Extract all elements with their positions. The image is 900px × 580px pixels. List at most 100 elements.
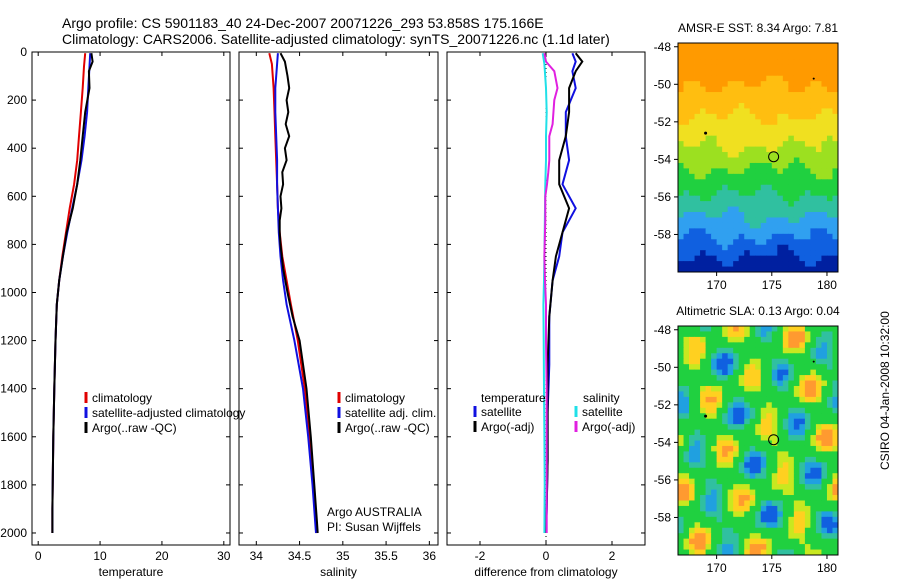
- heatmap-cell: [755, 250, 762, 257]
- heatmap-cell: [799, 516, 806, 523]
- heatmap-cell: [755, 364, 762, 371]
- heatmap-cell: [744, 380, 751, 387]
- heatmap-cell: [832, 86, 839, 93]
- heatmap-cell: [744, 152, 751, 158]
- heatmap-cell: [716, 228, 723, 235]
- heatmap-cell: [678, 217, 684, 224]
- heatmap-cell: [733, 86, 740, 93]
- heatmap-cell: [689, 43, 695, 49]
- heatmap-cell: [705, 467, 712, 474]
- heatmap-cell: [760, 445, 767, 452]
- heatmap-cell: [727, 364, 734, 371]
- heatmap-cell: [733, 261, 740, 267]
- heatmap-cell: [793, 435, 800, 441]
- heatmap-cell: [683, 544, 690, 550]
- heatmap-cell: [832, 331, 839, 338]
- heatmap-cell: [793, 500, 800, 507]
- heatmap-cell: [683, 407, 690, 414]
- heatmap-cell: [744, 212, 751, 218]
- heatmap-cell: [738, 516, 745, 523]
- heatmap-cell: [733, 179, 740, 186]
- heatmap-cell: [810, 347, 817, 354]
- heatmap-cell: [799, 135, 806, 142]
- heatmap-cell: [821, 326, 828, 332]
- heatmap-cell: [777, 347, 784, 354]
- heatmap-cell: [722, 522, 729, 529]
- heatmap-cell: [749, 424, 756, 430]
- heatmap-cell: [821, 522, 828, 529]
- heatmap-cell: [738, 500, 745, 507]
- heatmap-cell: [777, 70, 784, 77]
- heatmap-cell: [810, 544, 817, 550]
- heatmap-cell: [826, 347, 833, 354]
- heatmap-cell: [749, 331, 756, 338]
- heatmap-cell: [821, 527, 828, 534]
- heatmap-cell: [711, 157, 718, 164]
- heatmap-cell: [755, 445, 762, 452]
- heatmap-cell: [771, 222, 778, 229]
- heatmap-cell: [771, 195, 778, 202]
- heatmap-cell: [705, 152, 712, 158]
- heatmap-cell: [815, 244, 822, 251]
- heatmap-cell: [705, 484, 712, 490]
- heatmap-cell: [727, 86, 734, 93]
- heatmap-cell: [804, 407, 811, 414]
- heatmap-cell: [727, 375, 734, 381]
- heatmap-cell: [799, 119, 806, 126]
- heatmap-cell: [694, 385, 701, 392]
- heatmap-cell: [705, 500, 712, 507]
- heatmap-cell: [678, 92, 684, 98]
- heatmap-cell: [755, 478, 762, 485]
- heatmap-cell: [832, 217, 839, 224]
- heatmap-cell: [705, 102, 712, 109]
- heatmap-cell: [705, 179, 712, 186]
- heatmap-cell: [766, 511, 773, 518]
- heatmap-cell: [711, 358, 718, 365]
- heatmap-cell: [788, 152, 795, 158]
- heatmap-cell: [700, 179, 706, 186]
- heatmap-cell: [793, 533, 800, 540]
- heatmap-cell: [799, 473, 806, 480]
- heatmap-cell: [799, 184, 806, 191]
- heatmap-cell: [744, 505, 751, 512]
- heatmap-cell: [821, 413, 828, 420]
- heatmap-cell: [771, 75, 778, 82]
- heatmap-cell: [738, 527, 745, 534]
- heatmap-cell: [683, 467, 690, 474]
- heatmap-cell: [733, 233, 740, 240]
- heatmap-cell: [749, 228, 756, 235]
- heatmap-cell: [722, 212, 729, 218]
- heatmap-cell: [689, 195, 695, 202]
- heatmap-cell: [722, 435, 729, 441]
- heatmap-cell: [689, 440, 695, 447]
- heatmap-cell: [782, 255, 789, 262]
- heatmap-cell: [689, 184, 695, 191]
- heatmap-cell: [766, 173, 773, 180]
- heatmap-cell: [678, 489, 684, 496]
- heatmap-cell: [733, 353, 740, 360]
- heatmap-cell: [755, 70, 762, 77]
- heatmap-cell: [749, 347, 756, 354]
- heatmap-cell: [821, 358, 828, 365]
- heatmap-cell: [733, 435, 740, 441]
- heatmap-cell: [744, 533, 751, 540]
- heatmap-cell: [815, 102, 822, 109]
- heatmap-cell: [689, 478, 695, 485]
- heatmap-cell: [749, 250, 756, 257]
- heatmap-cell: [788, 484, 795, 490]
- heatmap-cell: [821, 157, 828, 164]
- heatmap-cell: [749, 64, 756, 71]
- heatmap-cell: [694, 261, 701, 267]
- heatmap-cell: [826, 222, 833, 229]
- heatmap-cell: [683, 184, 690, 191]
- heatmap-cell: [744, 424, 751, 430]
- heatmap-cell: [683, 113, 690, 120]
- heatmap-cell: [777, 228, 784, 235]
- heatmap-cell: [821, 152, 828, 158]
- heatmap-cell: [815, 53, 822, 60]
- heatmap-cell: [766, 206, 773, 213]
- heatmap-cell: [771, 407, 778, 414]
- heatmap-cell: [738, 353, 745, 360]
- heatmap-cell: [694, 391, 701, 398]
- heatmap-cell: [678, 369, 684, 376]
